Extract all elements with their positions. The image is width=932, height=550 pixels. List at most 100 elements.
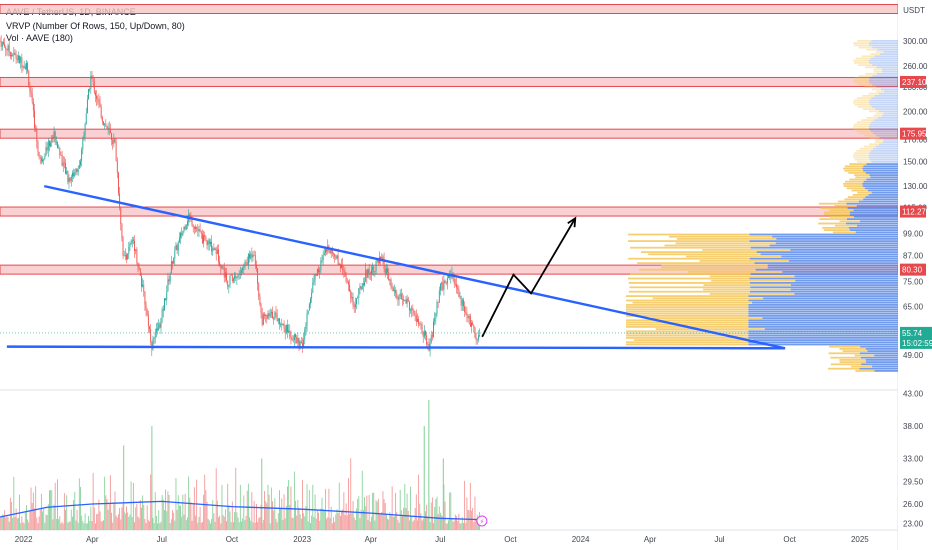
candle-body (277, 318, 279, 322)
volume-bar (129, 514, 131, 530)
vp-row-down (882, 141, 898, 143)
vp-row-down (874, 119, 898, 121)
candle-body (443, 280, 445, 290)
volume-bar (415, 494, 417, 530)
volume-bar (289, 504, 291, 530)
vp-row-down (795, 279, 898, 282)
candle-body (13, 52, 15, 55)
vp-row-down (869, 62, 898, 64)
volume-bar (418, 474, 420, 530)
volume-bar (66, 495, 68, 530)
volume-bar (230, 522, 232, 530)
vp-row-up (626, 319, 749, 322)
candle-body (40, 157, 42, 162)
volume-bar (49, 490, 50, 530)
volume-bar (406, 493, 408, 530)
candle-body (387, 268, 388, 273)
volume-bar (236, 512, 238, 530)
candle-body (341, 264, 342, 269)
volume-bar (473, 522, 475, 530)
volume-bar (39, 509, 41, 530)
candle-body (374, 271, 376, 272)
volume-bar (1, 514, 3, 530)
vp-row-up (687, 271, 783, 273)
volume-bar (284, 518, 286, 530)
candles[interactable] (0, 35, 480, 357)
candle-body (446, 277, 448, 284)
volume-bar (168, 494, 170, 530)
vp-row-down (868, 125, 898, 128)
time-tick-label: 2023 (293, 535, 311, 544)
volume-bar (274, 498, 276, 530)
vp-row-down (788, 260, 898, 262)
candle-body (358, 288, 360, 298)
candle-body (417, 318, 418, 322)
vp-row-up (820, 207, 848, 209)
vp-row-up (853, 62, 870, 64)
candle-body (93, 82, 95, 93)
drawings[interactable]: ⚡ (6, 184, 786, 527)
candle-body (302, 343, 303, 349)
volume-bar (430, 502, 432, 530)
volume-bar (437, 514, 439, 530)
volume-bar (329, 517, 331, 530)
volume-bar (38, 516, 40, 530)
volume-bar (103, 520, 104, 530)
candle-body (190, 215, 192, 218)
volume-bar (144, 518, 146, 530)
volume-bar (116, 517, 118, 530)
vp-row-down (794, 293, 898, 295)
candle-body (323, 252, 325, 256)
vrvp-indicator-label[interactable]: VRVP (Number Of Rows, 150, Up/Down, 80) (6, 21, 185, 31)
candle-body (274, 312, 276, 320)
candle-body (419, 323, 421, 325)
candle-body (427, 344, 429, 345)
candle-body (267, 313, 269, 319)
volume-bar (260, 504, 262, 530)
vp-row-down (872, 46, 898, 49)
volume-bar (76, 509, 78, 530)
volume-bar (95, 523, 96, 530)
volume-bar (388, 519, 390, 530)
vp-row-down (861, 363, 898, 366)
volume-bar (82, 521, 84, 530)
vp-row-down (749, 290, 898, 293)
vp-row-up (854, 123, 870, 126)
vp-row-up (875, 51, 884, 53)
candle-body (219, 261, 221, 266)
volume-bar (425, 511, 426, 530)
vp-row-down (868, 79, 898, 82)
vp-row-down (882, 70, 898, 73)
vp-row-up (676, 238, 777, 240)
candle-body (395, 290, 397, 294)
volume-bar (89, 520, 91, 530)
candle-body (291, 337, 293, 341)
candle-body (6, 49, 8, 51)
volume-bar (177, 495, 179, 530)
candle-body (177, 242, 179, 251)
candle-body (66, 171, 68, 174)
lightning-icon (476, 515, 488, 527)
candle-body (212, 248, 214, 252)
candle-body (60, 155, 62, 156)
volume-bar (46, 515, 48, 530)
candle-body (23, 66, 25, 68)
candle-body (105, 123, 107, 126)
volume-bar (105, 495, 107, 530)
volume-bar (185, 520, 187, 530)
candle-body (391, 286, 393, 289)
candle-body (408, 301, 410, 311)
volume-bar (307, 521, 309, 530)
candle-body (279, 318, 280, 324)
candle-body (157, 328, 158, 330)
vp-row-up (854, 158, 870, 161)
vp-row-up (632, 301, 753, 304)
volume-indicator-label[interactable]: Vol · AAVE (180) (6, 33, 73, 43)
vp-row-up (823, 229, 850, 231)
time-axis[interactable]: 2022 Apr Jul Oct 2023 Apr Jul Oct 2024 Apr Jul Oct 2… (15, 535, 870, 544)
volume-bar (201, 521, 203, 530)
volume-bar (112, 522, 114, 530)
candle-body (268, 313, 270, 317)
volume-bar (391, 486, 393, 530)
